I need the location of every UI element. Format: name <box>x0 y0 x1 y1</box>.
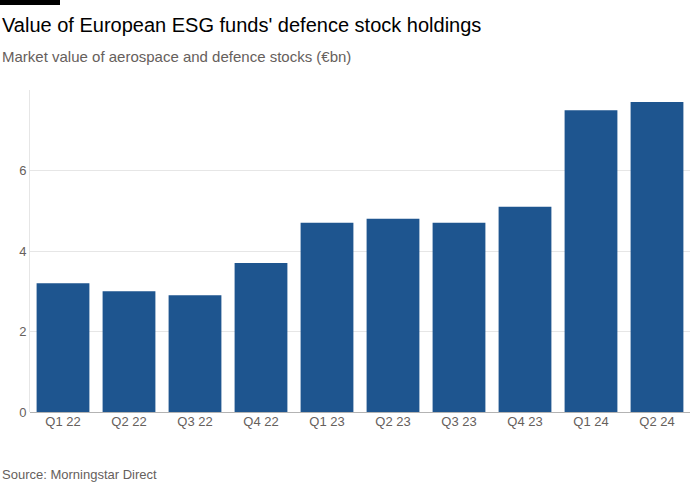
svg-text:Q2 24: Q2 24 <box>639 414 674 429</box>
svg-text:Value of European ESG funds' d: Value of European ESG funds' defence sto… <box>2 14 481 36</box>
svg-text:Q4 22: Q4 22 <box>243 414 278 429</box>
svg-text:Q1 22: Q1 22 <box>45 414 80 429</box>
svg-text:Source: Morningstar Direct: Source: Morningstar Direct <box>2 467 157 482</box>
svg-text:4: 4 <box>19 244 26 259</box>
svg-text:Q3 22: Q3 22 <box>177 414 212 429</box>
svg-text:Q4 23: Q4 23 <box>507 414 542 429</box>
svg-text:Q1 24: Q1 24 <box>573 414 608 429</box>
svg-text:Q2 22: Q2 22 <box>111 414 146 429</box>
svg-text:Q3 23: Q3 23 <box>441 414 476 429</box>
svg-text:Q1 23: Q1 23 <box>309 414 344 429</box>
svg-text:0: 0 <box>19 405 26 420</box>
svg-text:Market value of aerospace and: Market value of aerospace and defence st… <box>2 48 351 65</box>
svg-text:6: 6 <box>19 163 26 178</box>
svg-text:Q2 23: Q2 23 <box>375 414 410 429</box>
svg-text:2: 2 <box>19 324 26 339</box>
